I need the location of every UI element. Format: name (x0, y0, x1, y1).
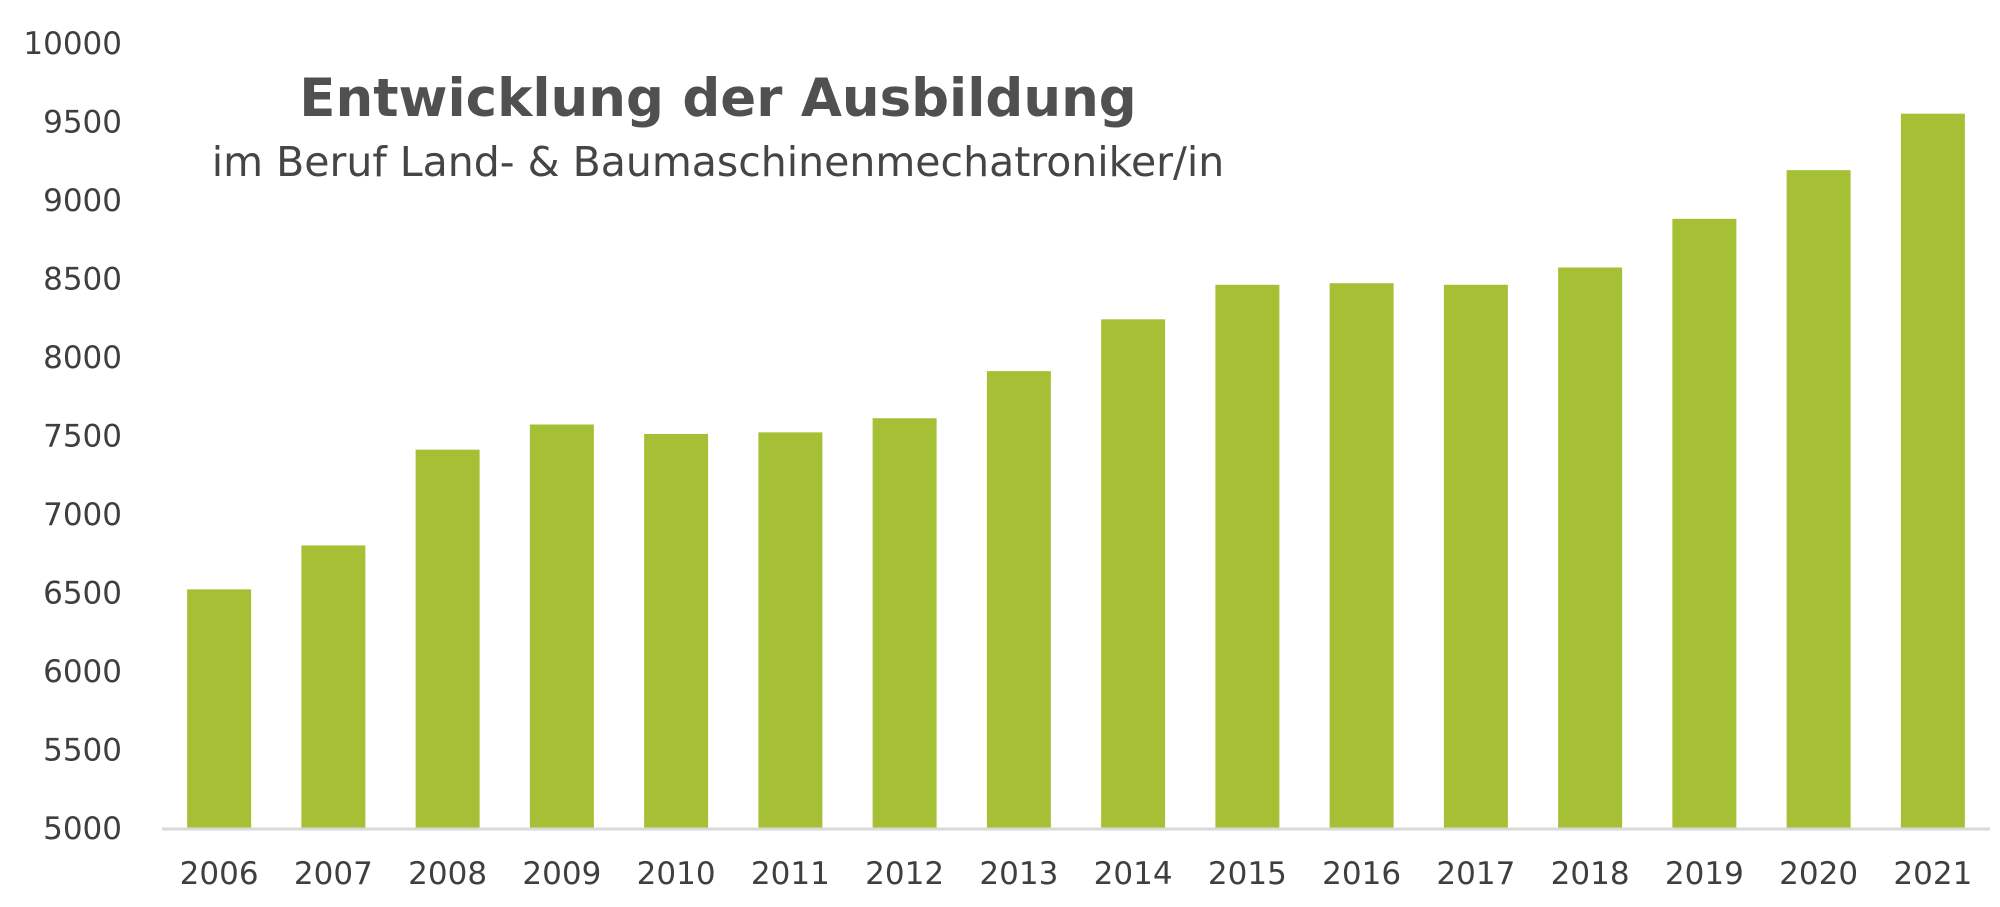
x-tick-label: 2020 (1779, 856, 1858, 892)
bar-2014 (1101, 319, 1166, 828)
y-tick-label: 10000 (23, 26, 122, 62)
x-tick-label: 2010 (637, 856, 716, 892)
x-tick-label: 2011 (751, 856, 830, 892)
bar-2010 (644, 433, 709, 828)
y-tick-label: 7500 (43, 419, 122, 455)
bar-2021 (1900, 113, 1965, 828)
bar-2013 (986, 371, 1051, 828)
bar-2008 (415, 449, 480, 828)
x-tick-label: 2008 (408, 856, 487, 892)
y-tick-label: 9000 (43, 183, 122, 219)
bar-2011 (758, 432, 823, 828)
x-axis-tick-labels: 2006 2007 2008 2009 2010 2011 2012 2013 2014 2015… (180, 856, 1973, 892)
bar-2006 (187, 589, 252, 828)
chart-subtitle: im Beruf Land- & Baumaschinenmechatronik… (212, 138, 1224, 186)
bar-2012 (872, 418, 937, 828)
x-tick-label: 2018 (1551, 856, 1630, 892)
bar-series (187, 113, 1965, 829)
x-tick-label: 2015 (1208, 856, 1287, 892)
chart-title: Entwicklung der Ausbildung (299, 68, 1136, 129)
y-tick-label: 6500 (43, 576, 122, 612)
bar-2007 (301, 545, 366, 828)
y-tick-label: 8500 (43, 262, 122, 298)
x-tick-label: 2016 (1322, 856, 1401, 892)
x-tick-label: 2021 (1893, 856, 1972, 892)
bar-2009 (529, 424, 594, 828)
y-axis-tick-labels: 5000 5500 6000 6500 7000 7500 8000 8500 9000 9500… (23, 26, 122, 847)
bar-2017 (1443, 284, 1508, 828)
x-tick-label: 2014 (1094, 856, 1173, 892)
y-tick-label: 7000 (43, 497, 122, 533)
bar-2018 (1558, 267, 1623, 828)
x-tick-label: 2006 (180, 856, 259, 892)
y-tick-label: 5500 (43, 733, 122, 769)
x-tick-label: 2007 (294, 856, 373, 892)
bar-2020 (1786, 170, 1851, 829)
x-tick-label: 2019 (1665, 856, 1744, 892)
x-tick-label: 2012 (865, 856, 944, 892)
bar-2016 (1329, 283, 1394, 829)
x-tick-label: 2017 (1436, 856, 1515, 892)
y-tick-label: 6000 (43, 654, 122, 690)
x-tick-label: 2009 (522, 856, 601, 892)
bar-2019 (1672, 218, 1737, 829)
y-tick-label: 5000 (43, 811, 122, 847)
y-tick-label: 8000 (43, 340, 122, 376)
bar-2015 (1215, 284, 1280, 828)
y-tick-label: 9500 (43, 105, 122, 141)
x-tick-label: 2013 (979, 856, 1058, 892)
